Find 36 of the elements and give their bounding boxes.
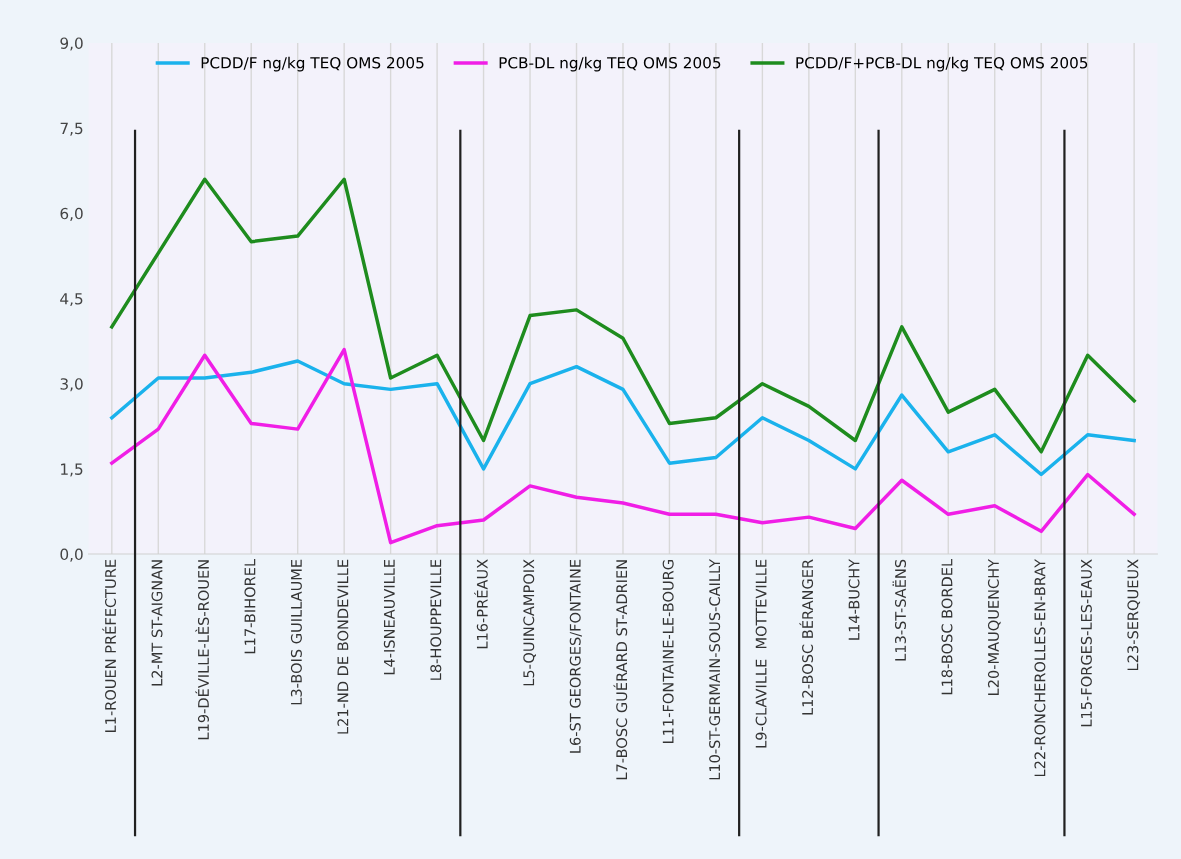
line-series [110,359,1136,477]
x-tick-label: L1-ROUEN PRÉFECTURE [102,559,117,733]
x-tick-label: L9-CLAVILLE MOTTEVILLE [755,559,767,748]
x-tick-label: L3-BOIS GUILLAUME [290,559,302,705]
x-tick-label: L8-HOUPPEVILLE [430,559,442,680]
x-tick-label: L14-BUCHY [848,558,860,640]
y-tick-label: 0,0 [60,548,83,562]
x-tick-label: L10-ST-GERMAIN-SOUS-CAILLY [709,558,721,780]
x-tick-label: L23-SERQUEUX [1127,559,1141,671]
x-tick-label: L4-ISNEAUVILLE [383,559,395,675]
x-tick-label: L20-MAUQUENCHY [987,558,1001,695]
x-tick-label: L22-RONCHEROLLES-EN-BRAY [1034,558,1046,777]
y-tick-label: 4,5 [60,293,83,307]
y-tick-label: 6,0 [60,207,83,221]
x-tick-label: L21-ND DE BONDEVILLE [337,559,349,734]
x-tick-label: L17-BIHOREL [244,559,256,654]
x-tick-label: L11-FONTAINE-LE-BOURG [662,560,674,744]
x-tick-label: L15-FORGES-LES-EAUX [1080,559,1092,727]
y-tick-label: 9,0 [60,37,83,51]
legend-label: PCDD/F+PCB-DL ng/kg TEQ OMS 2005 [796,56,1088,72]
x-tick-label: L19-DÉVILLE-LÈS-ROUEN [195,560,209,740]
line-series [110,177,1136,454]
x-tick-label: L6-ST GEORGES/FONTAINE [569,559,582,753]
x-tick-label: L12-BOSC BÉRANGER [799,559,814,715]
x-tick-label: L2-MT ST-AIGNAN [151,560,163,686]
x-tick-label: L18-BOSC BORDEL [941,559,953,695]
y-tick-label: 1,5 [61,463,83,477]
y-tick-label: 7,5 [60,122,83,136]
x-tick-label: L7-BOSC GUÉRARD ST-ADRIEN [613,560,628,780]
x-tick-label: L13-ST-SAËNS [892,559,907,661]
x-tick-label: L16-PRÉAUX [474,559,488,649]
x-tick-label: L5-QUINCAMPOIX [523,559,536,686]
y-tick-label: 3,0 [60,378,83,392]
legend-label: PCDD/F ng/kg TEQ OMS 2005 [201,56,424,72]
legend-label: PCB-DL ng/kg TEQ OMS 2005 [499,56,721,72]
line-series [110,347,1136,545]
